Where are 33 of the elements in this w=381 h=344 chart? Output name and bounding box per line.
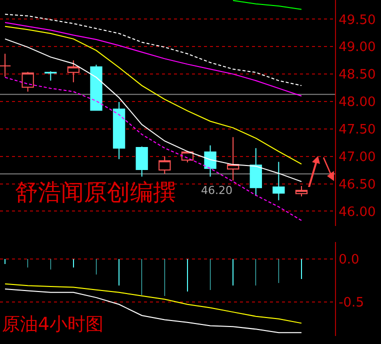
line-series [4, 26, 302, 165]
candlestick [272, 161, 285, 201]
line-series [4, 76, 302, 222]
candlestick [90, 64, 102, 112]
candlestick [112, 102, 126, 160]
line-series [4, 14, 302, 86]
line-series [4, 22, 302, 96]
y-tick-label: -0.5 [338, 295, 364, 310]
y-tick-label: 46.50 [338, 177, 376, 192]
y-tick-label: 46.00 [338, 204, 376, 220]
candlestick [0, 53, 12, 78]
line-series [4, 38, 302, 182]
y-tick-label: 49.00 [338, 40, 376, 56]
y-tick-label: 47.50 [338, 122, 376, 138]
candlestick [295, 185, 308, 197]
candlestick [226, 136, 240, 181]
y-tick-label: 49.50 [338, 12, 376, 28]
y-tick-label: 48.00 [338, 95, 376, 110]
annotation: 原油4小时图 [2, 314, 104, 335]
y-tick-label: 48.50 [338, 68, 376, 83]
y-tick-label: 47.00 [338, 150, 376, 165]
candlestick [136, 146, 148, 178]
annotation: 舒浩闻原创编撰 [15, 180, 176, 206]
candlestick [44, 70, 57, 82]
annotation: 46.20 [201, 184, 232, 197]
candlestick [158, 156, 171, 174]
y-tick-label: 0.0 [338, 252, 360, 268]
candlestick [250, 148, 262, 196]
line-series [4, 288, 302, 334]
candlestick [204, 144, 216, 178]
candlestick [67, 60, 80, 83]
line-series [232, 0, 302, 10]
candlestick [22, 71, 34, 92]
